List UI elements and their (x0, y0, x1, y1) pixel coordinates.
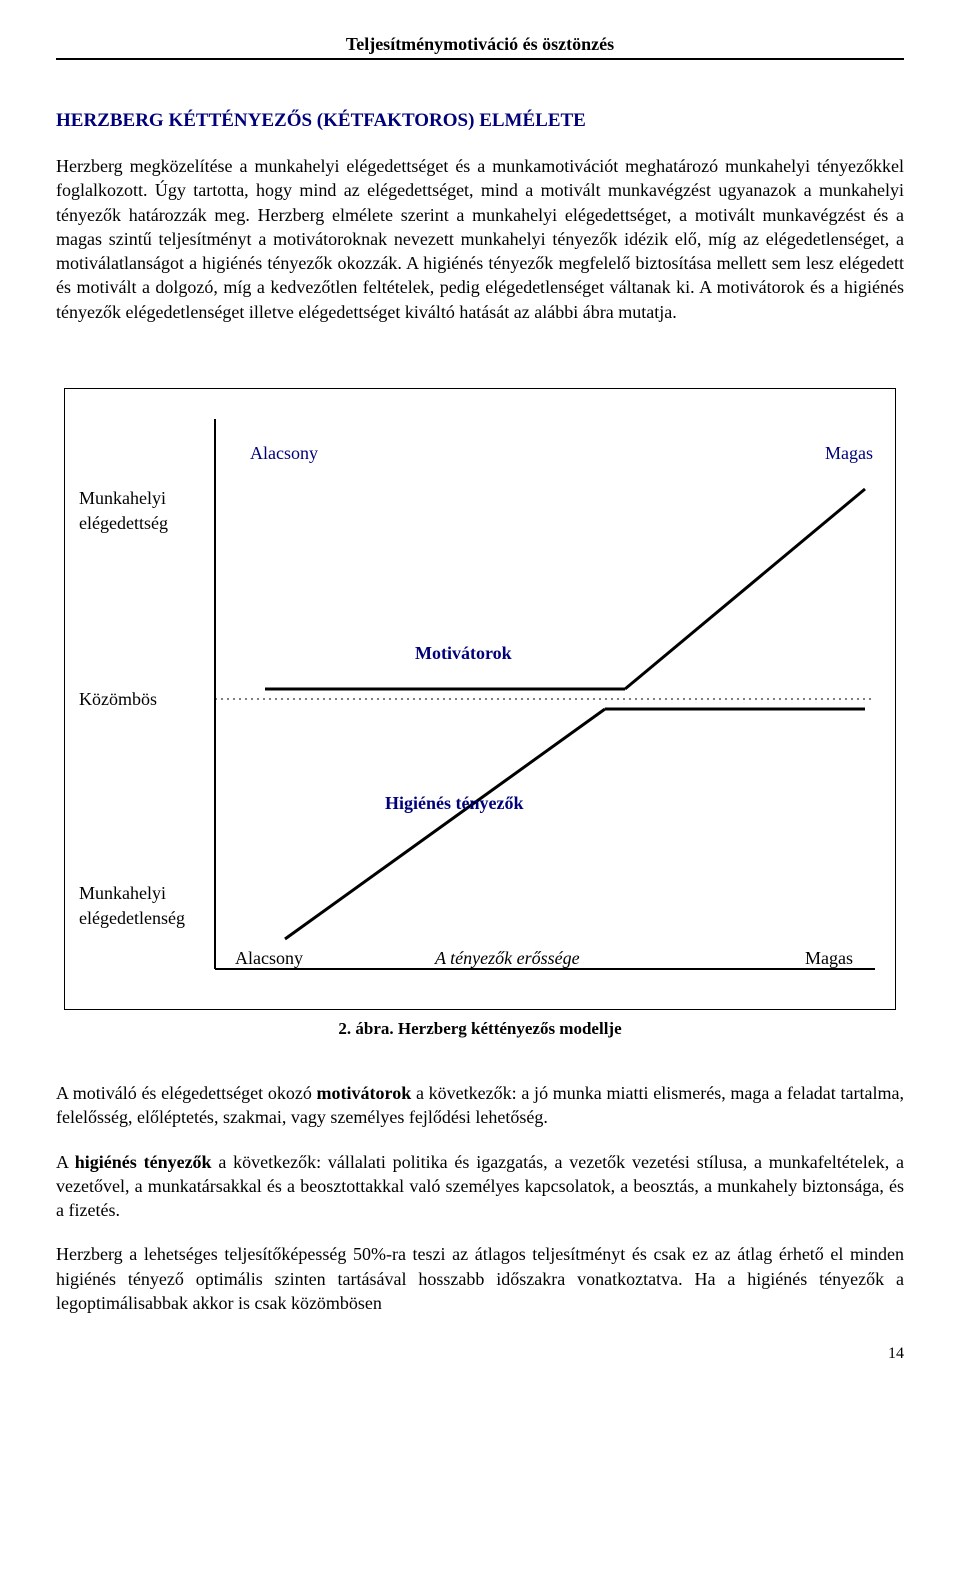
motivators-paragraph: A motiváló és elégedettséget okozó motiv… (56, 1081, 904, 1130)
page-header: Teljesítménymotiváció és ösztönzés (56, 32, 904, 60)
figure-caption: 2. ábra. Herzberg kéttényezős modellje (56, 1018, 904, 1041)
svg-text:Magas: Magas (825, 443, 873, 463)
herzberg-diagram-svg: Munkahelyi elégedettség Közömbös Munkahelyi… (65, 389, 893, 1009)
intro-paragraph: Herzberg megközelítése a munkahelyi elég… (56, 154, 904, 324)
svg-text:Munkahelyi: Munkahelyi (79, 883, 166, 903)
svg-text:Motivátorok: Motivátorok (415, 643, 512, 663)
herzberg-figure: Munkahelyi elégedettség Közömbös Munkahelyi… (64, 388, 896, 1010)
svg-text:A tényezők erőssége: A tényezők erőssége (434, 948, 580, 968)
hygiene-paragraph: A higiénés tényezők a következők: vállal… (56, 1150, 904, 1223)
svg-text:elégedettség: elégedettség (79, 513, 168, 533)
svg-text:Közömbös: Közömbös (79, 689, 157, 709)
svg-text:Munkahelyi: Munkahelyi (79, 488, 166, 508)
svg-text:Alacsony: Alacsony (250, 443, 318, 463)
section-title: HERZBERG KÉTTÉNYEZŐS (KÉTFAKTOROS) ELMÉL… (56, 108, 904, 134)
page-number: 14 (56, 1343, 904, 1365)
svg-text:Alacsony: Alacsony (235, 948, 303, 968)
svg-text:elégedetlenség: elégedetlenség (79, 908, 185, 928)
svg-text:Magas: Magas (805, 948, 853, 968)
svg-text:Higiénés tényezők: Higiénés tényezők (385, 793, 523, 813)
page-header-title: Teljesítménymotiváció és ösztönzés (346, 34, 614, 54)
performance-paragraph: Herzberg a lehetséges teljesítőképesség … (56, 1242, 904, 1315)
